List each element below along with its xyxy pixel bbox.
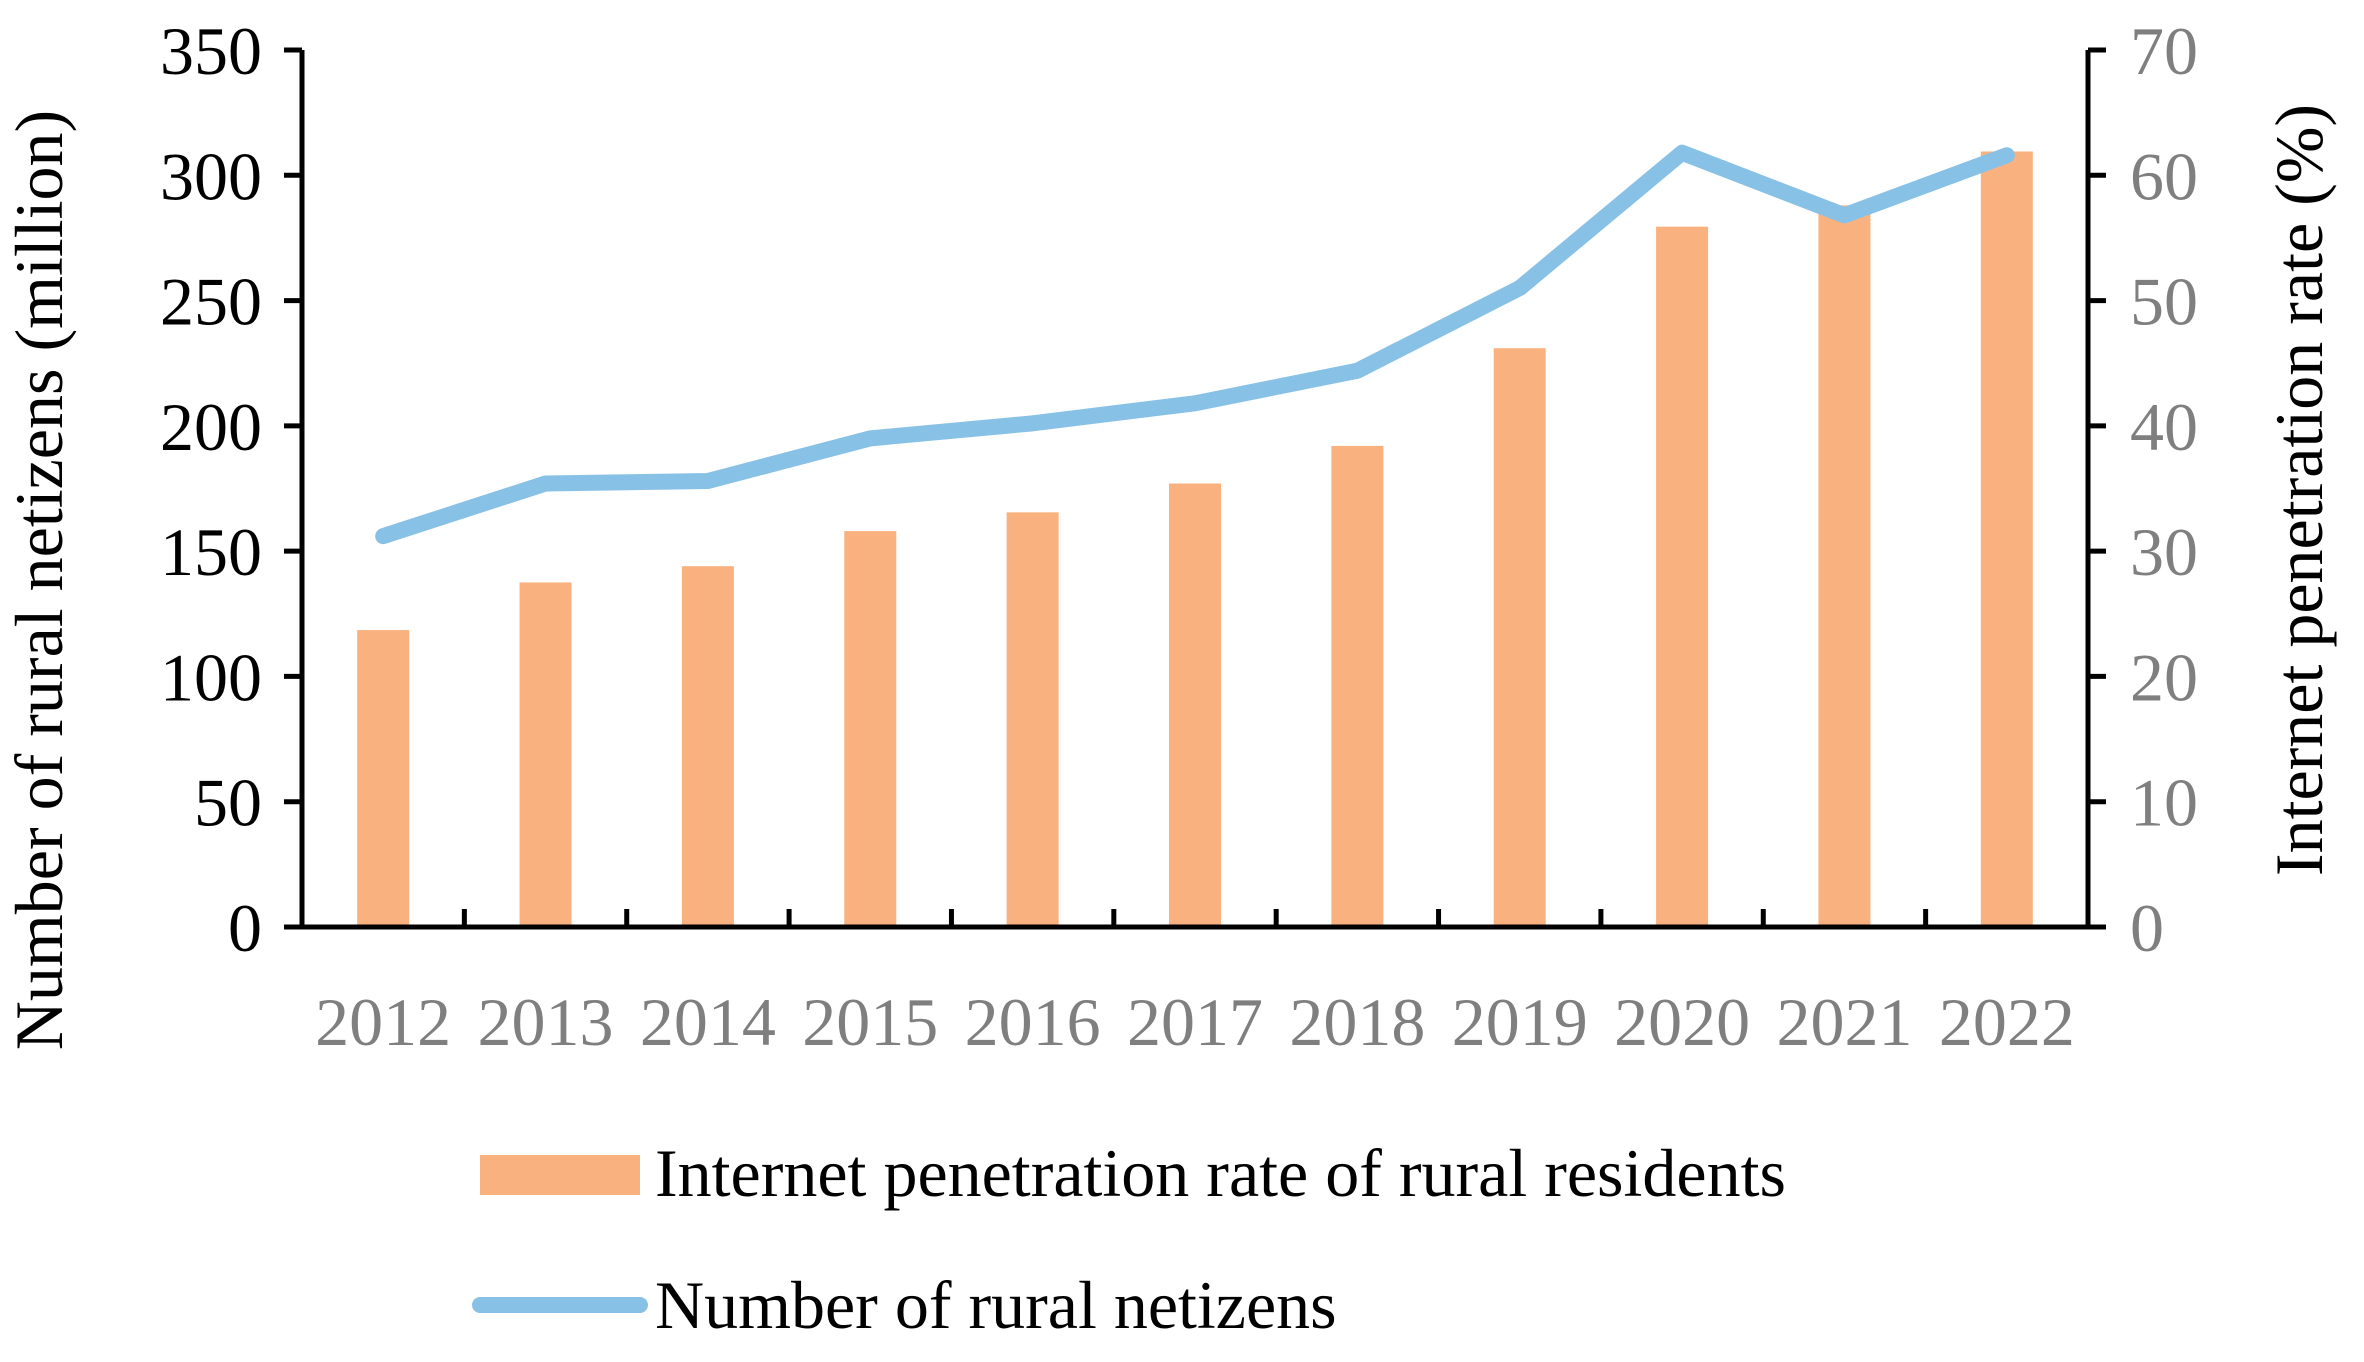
bar-2019 [1494, 348, 1546, 927]
y-left-tick-label: 50 [194, 765, 262, 841]
y-axis-left-title: Number of rural netizens (million) [1, 110, 77, 1050]
y-right-tick-label: 60 [2130, 138, 2198, 214]
y-left-tick-label: 300 [160, 138, 262, 214]
y-left-tick-label: 200 [160, 389, 262, 465]
bars-layer [357, 151, 2033, 927]
bar-2012 [357, 630, 409, 927]
line-series-path [383, 153, 2007, 536]
y-left-tick-label: 350 [160, 13, 262, 89]
y-axis-right-title: Internet penetration rate (%) [2261, 104, 2337, 876]
legend: Internet penetration rate of rural resid… [480, 1135, 1786, 1343]
bar-2013 [520, 582, 572, 927]
x-tick-label: 2017 [1127, 984, 1263, 1060]
legend-bar-swatch [480, 1155, 640, 1195]
x-tick-label: 2020 [1614, 984, 1750, 1060]
y-left-tick-label: 100 [160, 639, 262, 715]
x-tick-label: 2018 [1289, 984, 1425, 1060]
bar-2022 [1981, 151, 2033, 927]
bar-2021 [1818, 205, 1870, 927]
x-tick-label: 2015 [802, 984, 938, 1060]
y-left-tick-label: 150 [160, 514, 262, 590]
x-tick-label: 2022 [1939, 984, 2075, 1060]
y-right-tick-label: 40 [2130, 389, 2198, 465]
bar-2017 [1169, 483, 1221, 927]
bar-2020 [1656, 227, 1708, 927]
legend-line-label: Number of rural netizens [655, 1267, 1337, 1343]
y-right-tick-label: 30 [2130, 514, 2198, 590]
y-left-tick-label: 0 [228, 890, 262, 966]
legend-bar-label: Internet penetration rate of rural resid… [655, 1135, 1786, 1211]
bar-2014 [682, 566, 734, 927]
bar-2015 [844, 531, 896, 927]
y-right-tick-label: 20 [2130, 639, 2198, 715]
x-tick-label: 2014 [640, 984, 776, 1060]
x-tick-label: 2012 [315, 984, 451, 1060]
y-right-tick-label: 10 [2130, 765, 2198, 841]
x-tick-label: 2021 [1776, 984, 1912, 1060]
line-layer [383, 153, 2007, 537]
y-right-tick-label: 0 [2130, 890, 2164, 966]
bar-2018 [1331, 446, 1383, 927]
y-left-tick-label: 250 [160, 264, 262, 340]
x-tick-label: 2013 [478, 984, 614, 1060]
x-tick-label: 2016 [965, 984, 1101, 1060]
x-tick-label: 2019 [1452, 984, 1588, 1060]
y-right-tick-label: 70 [2130, 13, 2198, 89]
bar-2016 [1007, 512, 1059, 927]
y-right-tick-label: 50 [2130, 264, 2198, 340]
